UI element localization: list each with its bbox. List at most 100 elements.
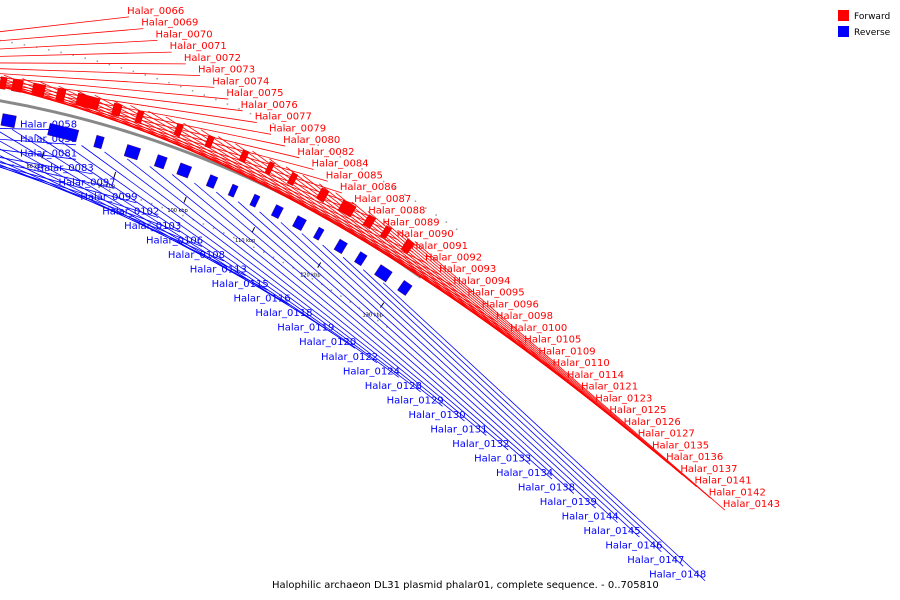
reverse-gene (374, 264, 393, 283)
reverse-gene-label: Halar_0148 (382, 282, 706, 582)
reverse-gene (270, 204, 284, 219)
leader-line (301, 233, 618, 523)
gene-label-text: Halar_0134 (496, 468, 553, 479)
reverse-gene (354, 251, 368, 267)
gene-label-text: Halar_0126 (624, 417, 681, 428)
leader-line (382, 282, 706, 582)
ruler-dot (404, 193, 406, 196)
ruler-dot (386, 326, 388, 328)
forward-gene (337, 199, 357, 218)
gene-label-text: Halar_0133 (474, 453, 531, 464)
forward-gene-label: Halar_0066 (0, 6, 184, 33)
ruler-dot (306, 138, 308, 141)
ruler-dot (108, 188, 111, 191)
reverse-gene (333, 238, 348, 255)
gene-layer (0, 76, 415, 296)
gene-label-text: Halar_0130 (408, 410, 465, 421)
gene-label-text: Halar_0075 (226, 88, 283, 99)
gene-label-text: Halar_0122 (321, 352, 378, 363)
ruler-dot (44, 171, 47, 173)
reverse-gene (249, 193, 261, 208)
gene-label-text: Halar_0071 (170, 41, 227, 52)
reverse-gene-label: Halar_0134 (237, 201, 553, 480)
gene-label-text: Halar_0096 (482, 299, 539, 310)
ruler-dot (382, 180, 385, 183)
tick-label: 80 kbp (26, 164, 43, 170)
ruler-dot (98, 185, 100, 188)
tick-mark (183, 196, 187, 203)
gene-label-text: Halar_0146 (605, 541, 662, 552)
reverse-gene-label: Halar_0145 (322, 244, 641, 538)
leader-line (0, 76, 371, 217)
leader-line (112, 99, 470, 300)
gene-label-text: Halar_0077 (255, 112, 312, 123)
reverse-gene-label: Halar_0120 (35, 133, 356, 349)
reverse-gene-label: Halar_0147 (362, 269, 684, 567)
gene-label-text: Halar_0088 (368, 206, 425, 217)
reverse-gene-label: Halar_0132 (194, 182, 509, 451)
reverse-gene (227, 183, 239, 198)
gene-label-text: Halar_0087 (354, 194, 411, 205)
reverse-gene-label: Halar_0118 (0, 131, 312, 320)
leader-line (149, 166, 465, 422)
ruler-dot (84, 57, 87, 59)
gene-label-text: Halar_0124 (343, 366, 400, 377)
reverse-gene (176, 162, 193, 179)
reverse-gene-label: Halar_0138 (259, 211, 575, 494)
leader-line (0, 166, 159, 218)
reverse-gene-label: Halar_0116 (0, 140, 291, 305)
leader-line (0, 80, 243, 112)
leader-line (342, 256, 662, 552)
leader-line (0, 16, 130, 33)
forward-gene-label: Halar_0071 (0, 41, 227, 57)
tick-mark (380, 302, 385, 308)
forward-gene-label: Halar_0141 (383, 220, 752, 487)
ruler-dot (140, 199, 143, 201)
leader-line (104, 151, 421, 393)
leader-line (0, 131, 312, 320)
leader-line (0, 157, 93, 175)
ruler-dot (171, 210, 174, 213)
ruler-dot (33, 168, 36, 171)
gene-label-text: Halar_0105 (524, 335, 581, 346)
leader-line (0, 149, 77, 160)
reverse-gene (205, 174, 219, 189)
ruler-dot (393, 187, 396, 189)
leader-line (148, 110, 499, 323)
leader-line (367, 211, 683, 476)
gene-label-text: Halar_0102 (102, 206, 159, 217)
leader-line (322, 244, 640, 538)
leader-line (0, 128, 77, 131)
ruler-dot (317, 144, 319, 147)
gene-label-text: Halar_0143 (723, 499, 780, 510)
tick-label: 130 kbp (362, 312, 382, 318)
forward-gene-label: Halar_0076 (0, 80, 298, 112)
reverse-gene (153, 154, 168, 170)
ruler-dot (321, 283, 323, 286)
ruler-dot (161, 206, 163, 209)
gene-label-text: Halar_0084 (312, 159, 369, 170)
reverse-gene-label: Halar_0130 (149, 166, 466, 422)
ruler-dot (445, 221, 448, 223)
tick-mark (113, 171, 117, 178)
tick-label: 120 kbp (300, 273, 320, 279)
leader-line (216, 191, 531, 465)
leader-line (0, 83, 257, 123)
gene-label-text: Halar_0123 (595, 393, 652, 404)
gene-label-text: Halar_0079 (269, 123, 326, 134)
gene-label-text: Halar_0135 (652, 440, 709, 451)
ruler-dot (262, 251, 265, 253)
caption: Halophilic archaeon DL31 plasmid phalar0… (272, 580, 659, 591)
forward-gene-label: Halar_0073 (0, 65, 255, 76)
leader-line (0, 162, 115, 189)
forward-gene-label: Halar_0070 (0, 29, 213, 50)
gene-label-text: Halar_0097 (58, 177, 115, 188)
ruler-dot (182, 214, 184, 217)
ruler-dot (12, 164, 14, 166)
ruler-dot (253, 246, 255, 248)
gene-label-text: Halar_0086 (340, 182, 397, 193)
leader-line (0, 62, 186, 65)
gene-label-text: Halar_0090 (397, 229, 454, 240)
leader-line (259, 211, 575, 494)
legend-forward-swatch (838, 10, 849, 21)
